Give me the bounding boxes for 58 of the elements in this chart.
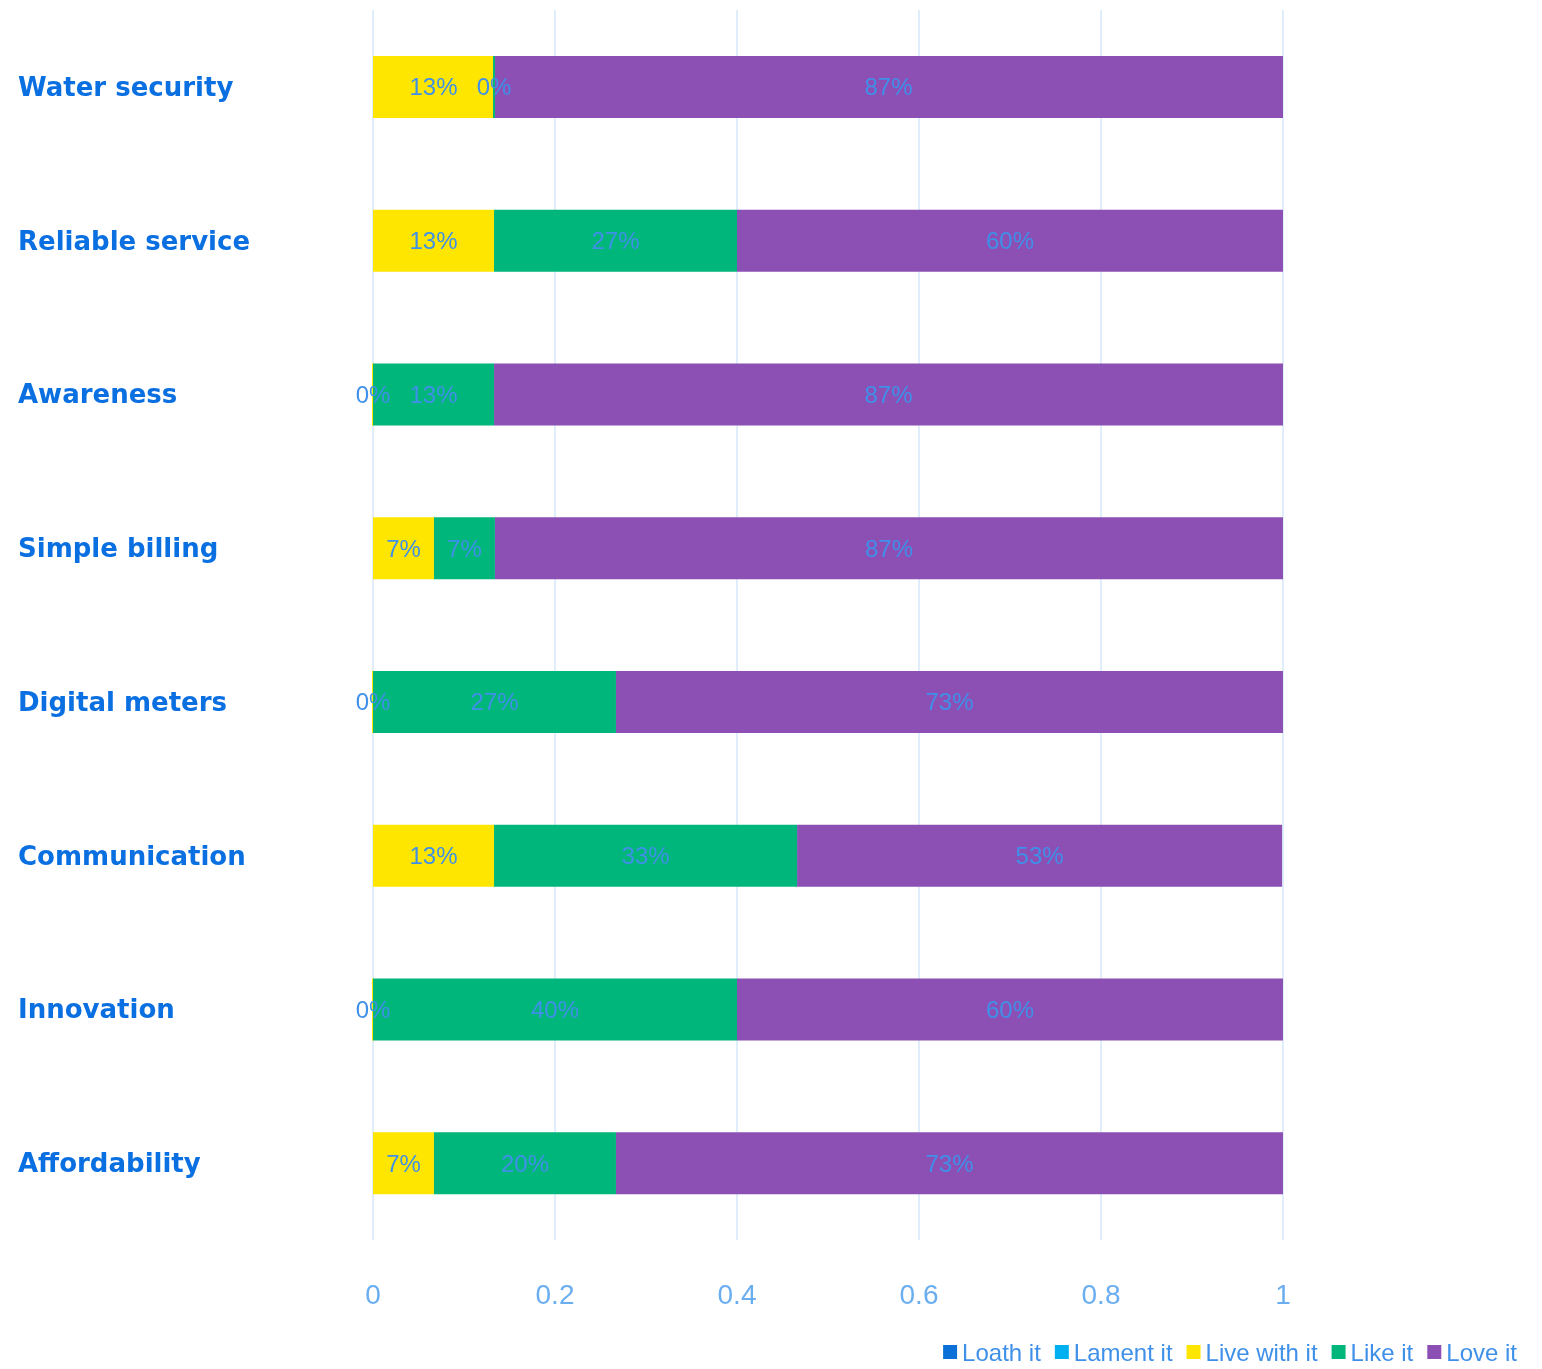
data-label: 0% (355, 995, 391, 1023)
x-tick-label: 0.8 (1081, 1278, 1121, 1310)
data-label: 40% (530, 995, 580, 1023)
data-label: 27% (591, 227, 640, 255)
data-label: 53% (1015, 842, 1064, 870)
x-tick-label: 1 (1275, 1278, 1291, 1310)
legend-label: Loath it (962, 1338, 1042, 1366)
y-tick-label: Communication (18, 840, 246, 871)
bar (494, 363, 1283, 426)
data-label: 20% (500, 1149, 549, 1177)
data-label: 13% (409, 227, 458, 255)
data-label: 13% (409, 73, 458, 101)
x-tick-label: 0.6 (899, 1278, 939, 1310)
bar (494, 517, 1283, 580)
x-tick-label: 0 (365, 1278, 381, 1310)
data-label: 73% (925, 1149, 974, 1177)
bar (615, 670, 1283, 733)
bar (494, 209, 737, 272)
bar (797, 824, 1283, 887)
y-tick-label: Simple billing (18, 533, 219, 564)
data-label: 13% (409, 842, 458, 870)
legend-label: Like it (1350, 1338, 1414, 1366)
data-label: 73% (925, 688, 974, 716)
y-tick-label: Digital meters (18, 686, 228, 717)
data-label: 27% (470, 688, 519, 716)
y-tick-label: Innovation (18, 994, 175, 1025)
data-label: 7% (386, 534, 421, 562)
bar (373, 209, 495, 272)
data-label: 87% (864, 73, 913, 101)
data-label: 0% (355, 688, 391, 716)
legend-label: Live with it (1205, 1338, 1318, 1366)
data-label: 33% (621, 842, 670, 870)
legend-label: Love it (1446, 1338, 1518, 1366)
x-tick-label: 0.4 (717, 1278, 757, 1310)
data-label: 0% (476, 73, 512, 101)
bar (433, 517, 495, 580)
bar (737, 209, 1283, 272)
data-label: 60% (985, 995, 1035, 1023)
bar (373, 1132, 434, 1195)
y-tick-label: Reliable service (18, 225, 251, 256)
bar (737, 978, 1283, 1041)
data-label: 87% (864, 380, 913, 408)
bar (373, 517, 434, 580)
data-label: 13% (409, 380, 458, 408)
data-label: 0% (355, 380, 391, 408)
data-label: 7% (447, 534, 482, 562)
bar (433, 1132, 616, 1195)
y-tick-label: Awareness (18, 379, 178, 410)
x-tick-label: 0.2 (535, 1278, 575, 1310)
y-tick-label: Affordability (18, 1148, 201, 1179)
y-tick-label: Water security (18, 71, 234, 102)
data-label: 87% (864, 534, 913, 562)
bar (494, 824, 798, 887)
data-label: 7% (386, 1149, 421, 1177)
data-label: 60% (985, 227, 1035, 255)
legend-label: Lament it (1073, 1338, 1173, 1366)
bar (615, 1132, 1283, 1195)
bar (373, 824, 495, 887)
